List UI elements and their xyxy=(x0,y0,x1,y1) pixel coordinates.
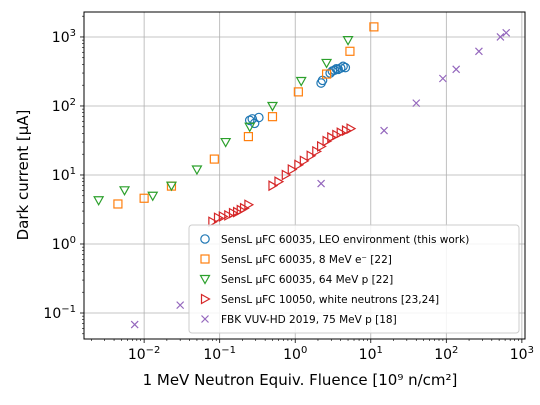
data-point xyxy=(380,126,389,135)
data-point xyxy=(412,99,421,108)
y-tick-label: 101 xyxy=(52,166,76,184)
data-point xyxy=(322,135,333,147)
data-point xyxy=(274,176,285,188)
data-point xyxy=(312,145,323,157)
axis-ticks: 10−2 10−1 100 101 102 103 10−1 100 101 102 103 xyxy=(43,15,534,363)
legend-box xyxy=(188,224,520,334)
data-point xyxy=(243,131,254,142)
data-point xyxy=(316,140,327,152)
y-axis-label: Dark current [μA] xyxy=(14,110,32,241)
data-point xyxy=(209,154,219,164)
data-point xyxy=(130,320,139,329)
data-point xyxy=(218,211,229,223)
legend-entry-label: SensL μFC 10050, white neutrons [23,24] xyxy=(221,294,439,306)
data-point xyxy=(327,131,337,143)
x-tick-label: 100 xyxy=(283,345,307,363)
x-tick-label: 102 xyxy=(434,345,458,363)
data-point xyxy=(208,216,219,228)
data-point xyxy=(338,61,348,72)
data-point xyxy=(147,191,159,202)
legend-entry-label: SensL μFC 60035, 64 MeV p [22] xyxy=(221,274,393,286)
y-tick-label: 100 xyxy=(52,235,76,253)
data-point xyxy=(118,186,131,197)
legend-entry-label: SensL μFC 60035, 8 MeV e⁻ [22] xyxy=(221,254,392,266)
y-tick-label: 10−1 xyxy=(43,304,76,322)
series-1 xyxy=(113,22,379,209)
data-point xyxy=(191,165,203,176)
data-point xyxy=(321,69,332,79)
data-point xyxy=(254,112,264,123)
data-point xyxy=(299,155,310,167)
data-point xyxy=(336,127,347,139)
data-point xyxy=(224,209,235,221)
data-point xyxy=(321,58,333,69)
data-point xyxy=(139,193,149,203)
grid xyxy=(84,12,525,339)
x-tick-label: 10−1 xyxy=(203,345,236,363)
legend-entry-label: SensL μFC 60035, LEO environment (this w… xyxy=(221,234,469,246)
data-point xyxy=(165,181,177,192)
data-point xyxy=(287,163,298,176)
legend-marker xyxy=(200,254,210,264)
data-point xyxy=(342,36,354,46)
data-point xyxy=(293,87,303,97)
data-point xyxy=(346,123,357,135)
legend-marker xyxy=(200,293,211,305)
data-point xyxy=(244,115,255,126)
data-point xyxy=(176,301,185,310)
series-0 xyxy=(244,61,351,129)
data-point xyxy=(345,46,355,56)
data-point xyxy=(213,212,224,224)
data-point xyxy=(295,76,307,87)
legend-entry-label: FBK VUV-HD 2019, 75 MeV p [18] xyxy=(221,314,397,326)
data-point xyxy=(244,199,255,211)
x-tick-label: 101 xyxy=(359,345,383,363)
series-2 xyxy=(93,36,354,206)
data-point xyxy=(294,159,305,171)
legend: SensL μFC 60035, LEO environment (this w… xyxy=(188,224,520,334)
data-point xyxy=(220,137,232,148)
data-point xyxy=(502,28,511,37)
data-point xyxy=(281,169,292,181)
legend-marker xyxy=(201,315,209,323)
plot-area-frame xyxy=(83,11,526,340)
legend-marker xyxy=(200,234,210,244)
data-point xyxy=(369,22,379,32)
y-tick-label: 102 xyxy=(52,97,76,115)
legend-marker xyxy=(199,274,211,285)
x-axis-label: 1 MeV Neutron Equiv. Fluence [10⁹ n/cm²] xyxy=(143,371,458,389)
series-3 xyxy=(208,123,357,228)
x-tick-label: 103 xyxy=(510,345,534,363)
x-tick-label: 10−2 xyxy=(128,345,161,363)
data-point xyxy=(244,122,256,133)
data-point xyxy=(113,199,123,209)
data-point xyxy=(267,112,278,122)
data-point xyxy=(496,33,505,41)
data-point xyxy=(335,63,346,73)
data-point xyxy=(452,65,461,74)
data-point xyxy=(306,150,317,162)
data-point xyxy=(268,180,279,192)
data-point xyxy=(317,179,326,188)
y-tick-label: 103 xyxy=(52,28,76,46)
data-point xyxy=(474,47,483,56)
data-point xyxy=(266,101,279,112)
data-point xyxy=(93,196,105,206)
data-points xyxy=(93,22,511,329)
series-4 xyxy=(130,28,511,329)
data-point xyxy=(340,62,351,73)
data-point xyxy=(438,74,447,83)
